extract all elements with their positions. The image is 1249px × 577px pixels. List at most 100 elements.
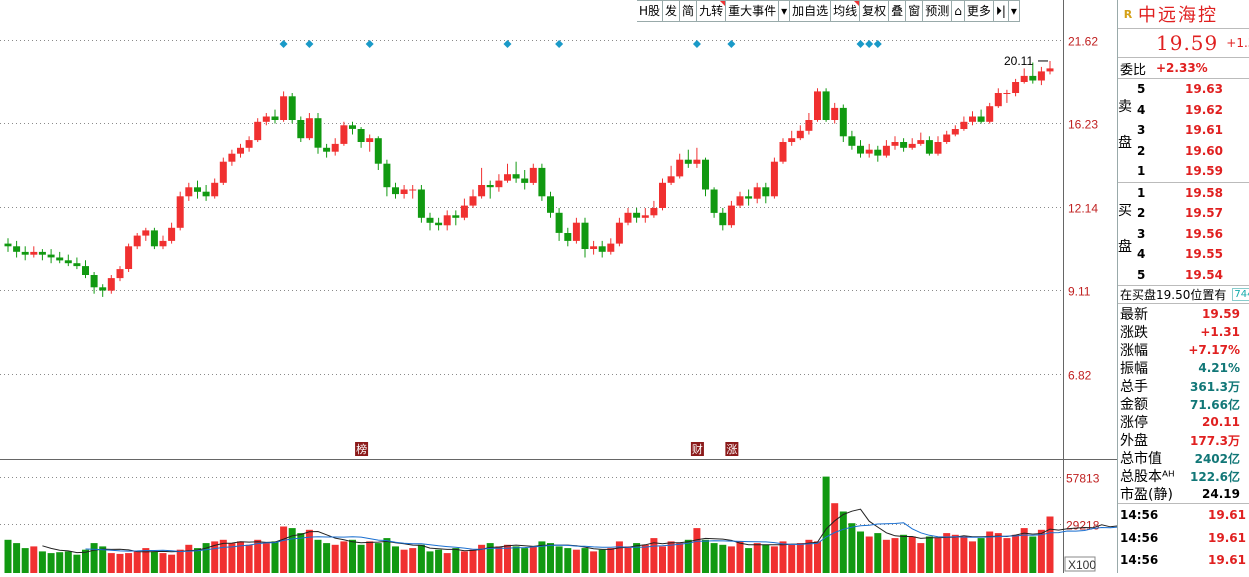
event-marker-icon: [725, 442, 739, 456]
candle-body: [254, 121, 262, 141]
asks-level-price: 19.63: [1185, 82, 1223, 97]
asks-level[interactable]: 3 19.61: [1118, 120, 1249, 141]
volume-bar: [641, 544, 649, 573]
candle-body: [262, 116, 270, 122]
volume-bar: [142, 548, 150, 573]
stat-row: 外盘 177.3万: [1118, 431, 1249, 449]
asks-level-num: 4: [1137, 102, 1146, 117]
weibi-label: 委比: [1120, 62, 1147, 78]
candle-body: [822, 91, 830, 120]
candle-body: [349, 125, 356, 129]
asks-level[interactable]: 1 19.59: [1118, 161, 1249, 182]
volume-bar: [719, 544, 727, 573]
tb-hgu[interactable]: H股: [637, 1, 664, 22]
volume-bar: [349, 539, 356, 573]
tick-row: 14:56 19.61: [1118, 527, 1249, 550]
candle-body: [986, 106, 994, 122]
volume-bar: [271, 541, 279, 573]
volume-bar: [426, 551, 434, 573]
volume-bar: [107, 553, 115, 573]
bids-level[interactable]: 5 19.54: [1118, 265, 1249, 286]
asks-level-num: 3: [1137, 123, 1146, 138]
tb-overlay[interactable]: 叠: [889, 1, 907, 22]
volume-bar: [116, 553, 124, 573]
volume-bar: [1012, 534, 1020, 573]
volume-bar: [30, 546, 38, 573]
volume-bar: [986, 531, 994, 573]
volume-bar: [185, 544, 193, 573]
volume-bar: [1046, 516, 1054, 573]
asks-level[interactable]: 5 19.63: [1118, 79, 1249, 100]
event-diamond-icon: [555, 40, 564, 48]
volume-bar: [512, 546, 520, 573]
volume-bar: [443, 553, 451, 573]
candle-body: [21, 251, 29, 255]
volume-bar: [900, 534, 908, 573]
candle-body: [314, 118, 322, 148]
candle-body: [831, 107, 839, 120]
volume-bar: [917, 543, 925, 573]
stat-label: 涨幅: [1120, 343, 1148, 359]
tb-adjust[interactable]: 复权: [860, 1, 890, 22]
candle-body: [392, 187, 399, 195]
candle-body: [90, 275, 98, 288]
tb-fa[interactable]: 发: [663, 1, 681, 22]
stat-label: 最新: [1120, 307, 1148, 323]
asks-level-num: 2: [1137, 143, 1146, 158]
tb-jiuzhuan[interactable]: 九转: [697, 1, 727, 22]
volume-bar: [839, 511, 847, 573]
tb-ma[interactable]: 均线: [831, 1, 861, 22]
asks-level[interactable]: 4 19.62: [1118, 100, 1249, 121]
tb-add-watch[interactable]: 加自选: [790, 1, 832, 22]
weibi-row: 委比 +2.33%: [1118, 58, 1249, 79]
tb-more[interactable]: 更多: [964, 1, 994, 22]
tb-lock[interactable]: ⌂: [952, 1, 965, 22]
volume-bar: [245, 544, 253, 573]
candle-body: [211, 182, 219, 197]
stat-row: 涨停 20.11: [1118, 413, 1249, 431]
tb-forecast[interactable]: 预测: [923, 1, 953, 22]
bids-level[interactable]: 2 19.57: [1118, 203, 1249, 224]
candle-body: [736, 196, 744, 206]
volume-bar: [693, 528, 701, 573]
max-price-label: 20.11: [1004, 54, 1033, 68]
candle-body: [564, 233, 572, 241]
volume-bar: [1003, 538, 1011, 573]
stat-row: 总市值 2402亿: [1118, 449, 1249, 467]
bids-level-num: 4: [1137, 247, 1146, 262]
volume-bar: [125, 553, 133, 573]
candle-body: [762, 187, 770, 197]
tb-jian[interactable]: 简: [680, 1, 698, 22]
tb-toggle-panel[interactable]: ⏵|: [993, 1, 1009, 22]
price-tick-label: 16.23: [1068, 118, 1098, 132]
volume-bar: [736, 541, 744, 573]
candle-body: [693, 159, 701, 164]
bids-level[interactable]: 1 19.58: [1118, 183, 1249, 204]
tb-major-events[interactable]: 重大事件: [726, 1, 780, 22]
bids-level[interactable]: 4 19.55: [1118, 244, 1249, 265]
candle-body: [572, 222, 580, 241]
volume-bar: [960, 536, 968, 573]
volume-bar: [934, 538, 942, 573]
asks-level[interactable]: 2 19.60: [1118, 141, 1249, 162]
tb-menu[interactable]: ▾: [1008, 1, 1020, 22]
volume-bar: [409, 548, 417, 573]
candle-body: [917, 140, 925, 144]
volume-bar: [805, 539, 813, 573]
stat-row: 总股本ᴬᴴ 122.6亿: [1118, 467, 1249, 485]
candle-body: [969, 116, 976, 122]
volume-bar: [994, 533, 1002, 573]
tb-window[interactable]: 窗: [906, 1, 924, 22]
candle-body: [779, 142, 787, 162]
candle-body: [555, 212, 563, 233]
candle-body: [435, 222, 443, 226]
candle-body: [943, 134, 951, 142]
stock-name[interactable]: 中远海控: [1138, 5, 1218, 26]
tb-dropdown[interactable]: ▾: [779, 1, 791, 22]
tick-row: 14:56 19.61: [1118, 549, 1249, 572]
bids-level[interactable]: 3 19.56: [1118, 224, 1249, 245]
candle-body: [107, 278, 115, 291]
